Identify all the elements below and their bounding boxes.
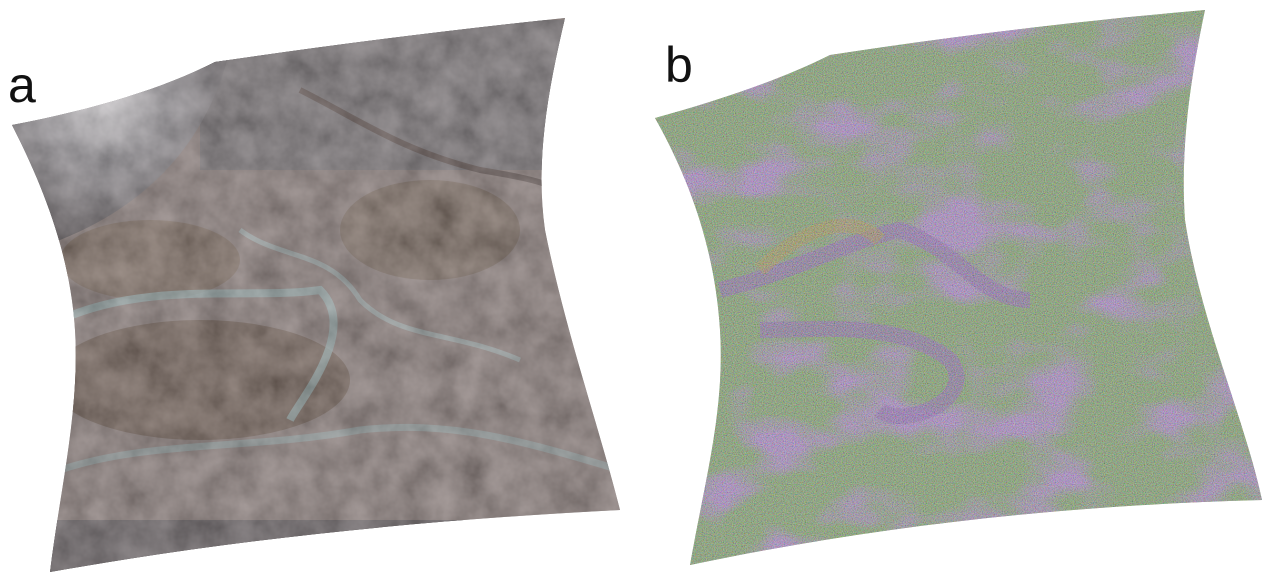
panel-label: b bbox=[665, 37, 693, 93]
panel-a-image bbox=[0, 0, 630, 576]
panel-label: a bbox=[8, 57, 36, 113]
figure: a b bbox=[0, 0, 1265, 576]
panel-b-image bbox=[640, 0, 1265, 576]
